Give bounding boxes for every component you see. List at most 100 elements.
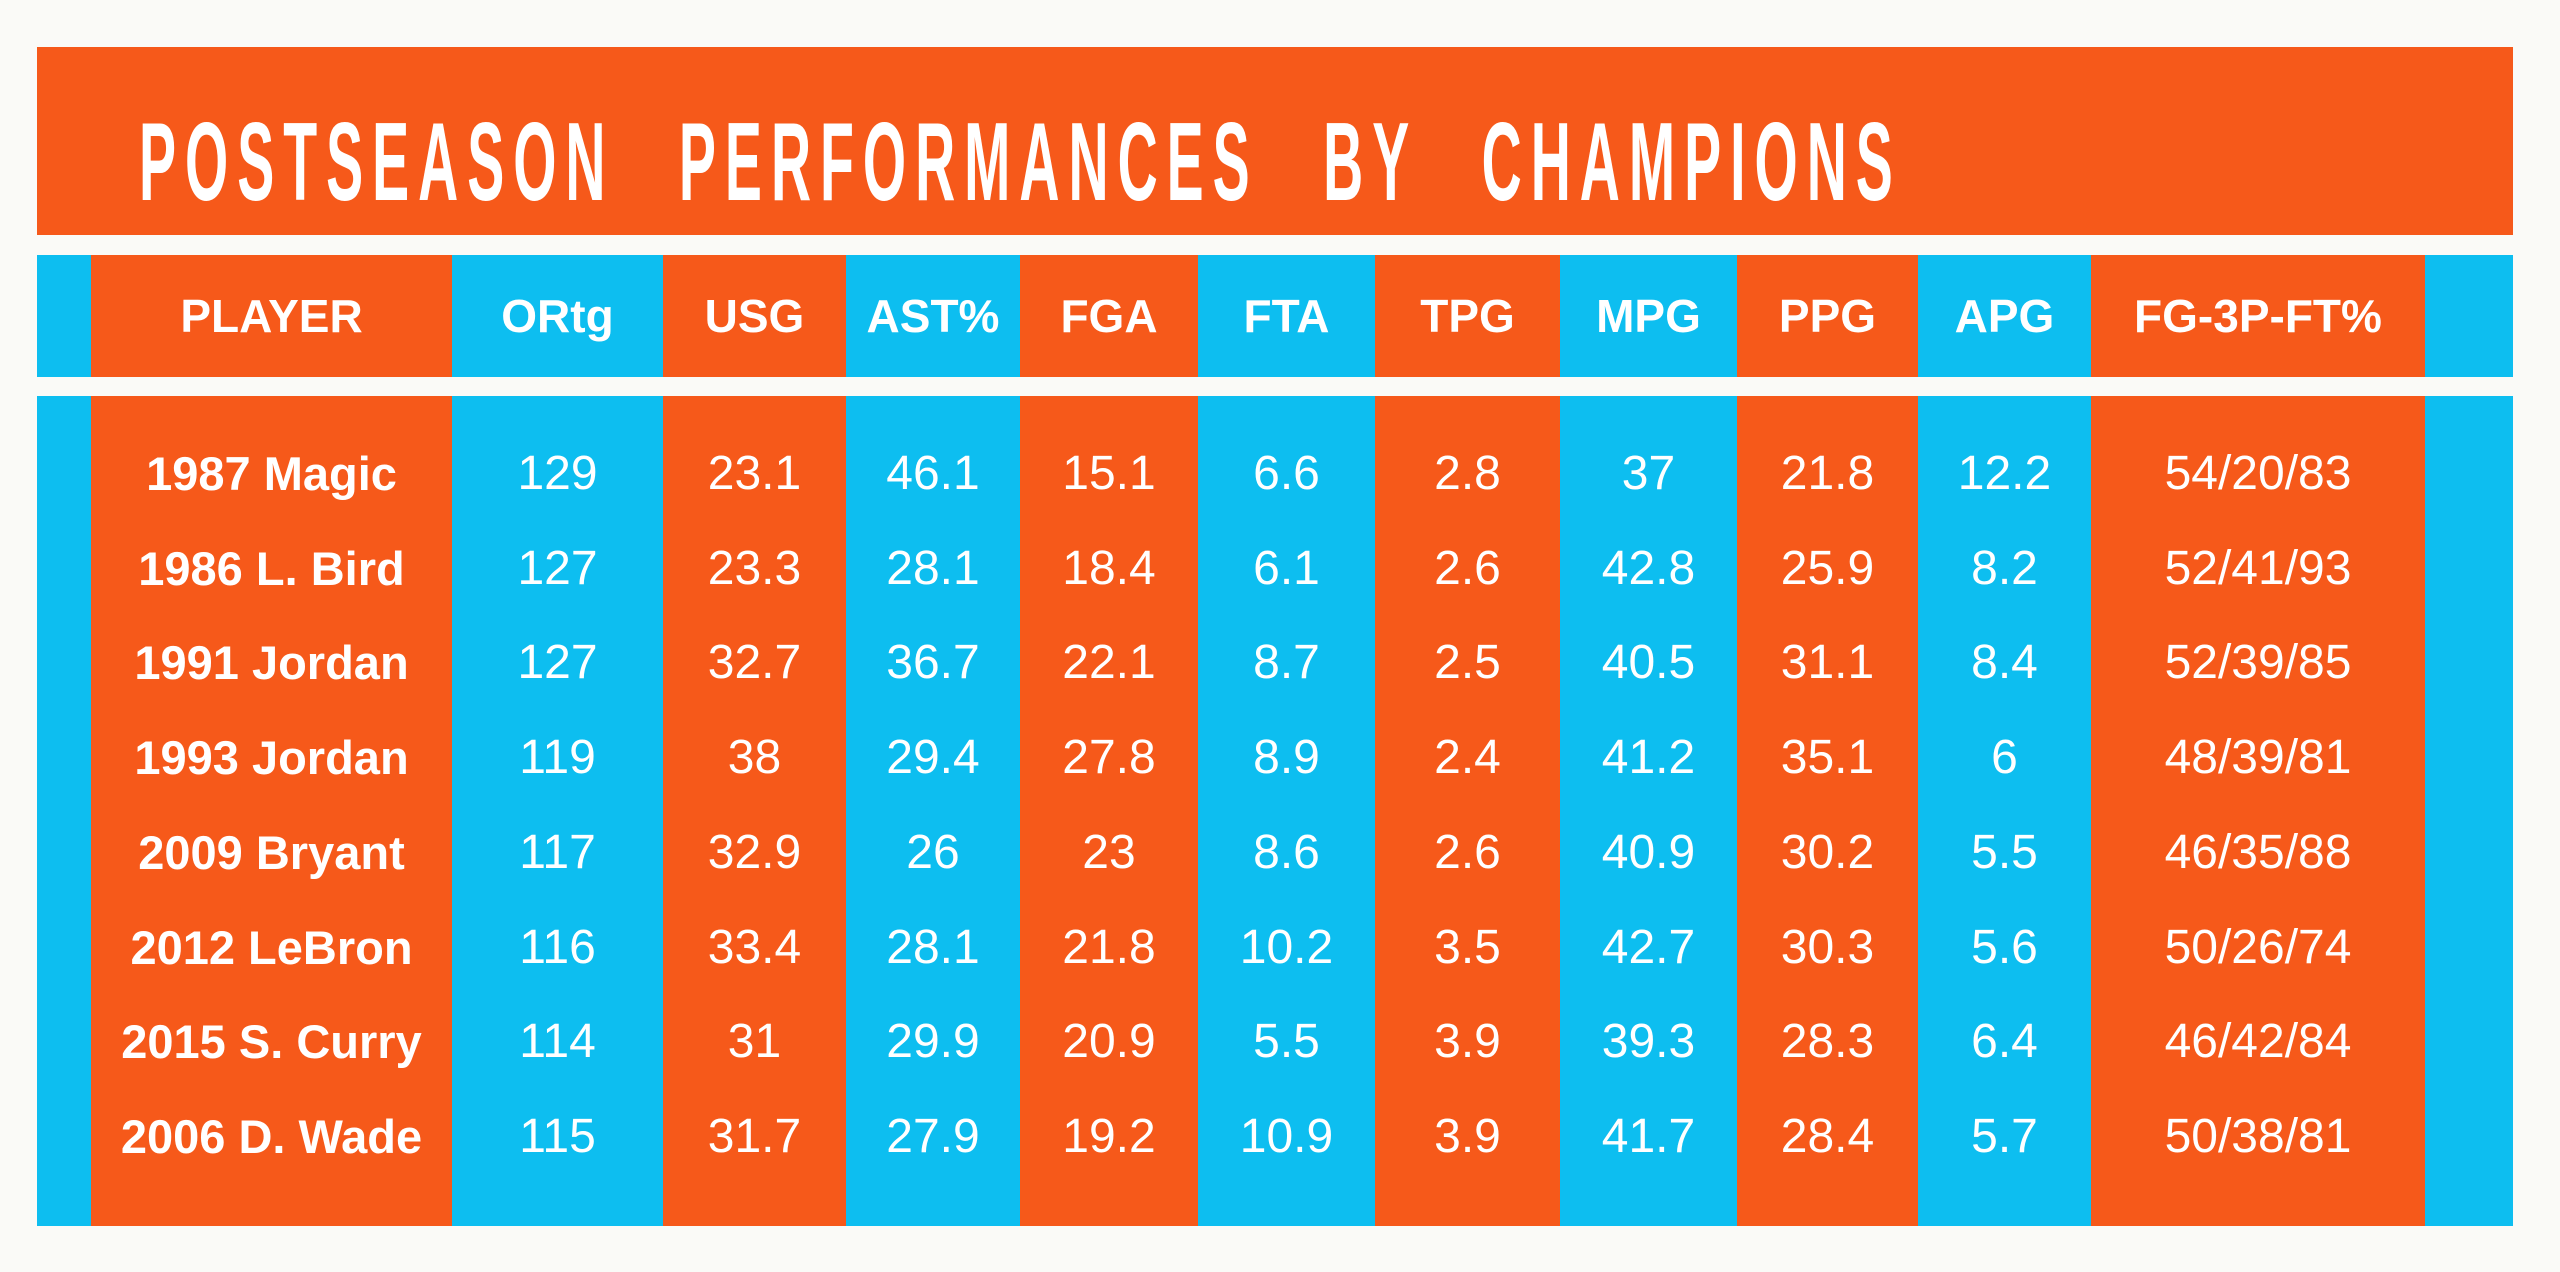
stat-cell-ppg: 28.3 [1780,1015,1875,1069]
stat-cell-apg: 5.5 [1971,825,2038,879]
stat-cell-ast-pct: 46.1 [886,446,980,500]
stat-cell-mpg: 40.5 [1601,636,1696,690]
stat-cell-ast-pct: 36.7 [886,636,980,690]
stat-cell-fg-3p-ft: 52/39/85 [2164,636,2352,690]
player-name: 1991 Jordan [134,636,409,690]
stat-cell-fta: 8.7 [1253,636,1320,690]
stat-cell-ast-pct: 27.9 [886,1110,980,1164]
stat-cell-apg: 8.4 [1971,636,2038,690]
page-title: POSTSEASON PERFORMANCES BY CHAMPIONS [139,99,1902,224]
stat-cell-fga: 20.9 [1062,1015,1156,1069]
stat-cell-fga: 18.4 [1062,541,1156,595]
stat-cell-apg: 5.6 [1971,920,2038,974]
stat-cell-ast-pct: 28.1 [886,920,980,974]
stat-cell-apg: 8.2 [1971,541,2038,595]
table-body: 1987 Magic 1986 L. Bird 1991 Jordan 1993… [37,396,2513,1226]
stat-cell-ppg: 31.1 [1780,636,1875,690]
stat-cell-ppg: 30.2 [1780,825,1875,879]
column-header-fg-3p-ft: FG-3P-FT% [2091,255,2425,377]
column-stripe-ast-pct: 46.1 28.1 36.7 29.4 26 28.1 29.9 27.9 [846,396,1020,1226]
column-stripe-ppg: 21.8 25.9 31.1 35.1 30.2 30.3 28.3 28.4 [1737,396,1918,1226]
player-name: 2012 LeBron [130,920,413,974]
stat-cell-fta: 6.6 [1253,446,1320,500]
player-name: 1987 Magic [146,446,397,500]
stat-cell-usg: 23.1 [707,446,802,500]
stat-cell-fga: 27.8 [1062,731,1156,785]
stat-cell-ast-pct: 29.4 [886,731,980,785]
stat-cell-fga: 15.1 [1062,446,1156,500]
column-header-ast-pct: AST% [846,255,1020,377]
stat-cell-tpg: 2.4 [1434,731,1501,785]
stat-cell-ast-pct: 26 [906,825,960,879]
stat-cell-fta: 10.9 [1239,1110,1334,1164]
stat-cell-ortg: 117 [519,825,596,879]
stat-cell-tpg: 2.6 [1434,825,1501,879]
stat-cell-fta: 5.5 [1253,1015,1320,1069]
column-header-fta: FTA [1198,255,1375,377]
title-banner: POSTSEASON PERFORMANCES BY CHAMPIONS [37,47,2513,235]
stat-cell-fg-3p-ft: 46/35/88 [2164,825,2352,879]
stat-cell-ortg: 119 [519,731,596,785]
stat-cell-ortg: 114 [519,1015,596,1069]
column-header-fga: FGA [1020,255,1198,377]
stat-cell-fg-3p-ft: 48/39/81 [2164,731,2352,785]
stat-cell-tpg: 2.8 [1434,446,1501,500]
stat-cell-fga: 19.2 [1062,1110,1156,1164]
stat-cell-mpg: 41.7 [1601,1110,1696,1164]
column-header-apg: APG [1918,255,2091,377]
column-stripe-player: 1987 Magic 1986 L. Bird 1991 Jordan 1993… [91,396,452,1226]
stat-cell-ortg: 116 [519,920,596,974]
stat-cell-tpg: 2.5 [1434,636,1501,690]
stat-cell-usg: 38 [727,731,782,785]
column-stripe-fga: 15.1 18.4 22.1 27.8 23 21.8 20.9 19.2 [1020,396,1198,1226]
stat-cell-usg: 33.4 [707,920,802,974]
stat-cell-usg: 32.9 [707,825,802,879]
stat-cell-mpg: 41.2 [1601,731,1696,785]
stat-cell-usg: 32.7 [707,636,802,690]
column-stripe-fg-3p-ft: 54/20/83 52/41/93 52/39/85 48/39/81 46/3… [2091,396,2425,1226]
stat-cell-mpg: 40.9 [1601,825,1696,879]
player-name: 1993 Jordan [134,731,409,785]
stat-cell-ppg: 21.8 [1780,446,1875,500]
stat-cell-fta: 10.2 [1239,920,1334,974]
stat-cell-fga: 22.1 [1062,636,1156,690]
stat-cell-ortg: 127 [517,541,598,595]
column-header-ortg: ORtg [452,255,663,377]
stat-cell-mpg: 39.3 [1601,1015,1696,1069]
stat-cell-fta: 6.1 [1253,541,1320,595]
body-edge-strip-right [2425,396,2513,1226]
stat-cell-fta: 8.6 [1253,825,1320,879]
stat-cell-tpg: 2.6 [1434,541,1501,595]
stat-cell-usg: 31 [727,1015,782,1069]
stat-cell-tpg: 3.9 [1434,1015,1501,1069]
header-edge-strip-left [37,255,91,377]
column-stripe-tpg: 2.8 2.6 2.5 2.4 2.6 3.5 3.9 3.9 [1375,396,1560,1226]
stat-cell-ast-pct: 29.9 [886,1015,980,1069]
stat-cell-apg: 6.4 [1971,1015,2038,1069]
stat-cell-fga: 23 [1082,825,1136,879]
player-name: 2015 S. Curry [121,1015,422,1069]
header-edge-strip-right [2425,255,2513,377]
stat-cell-fg-3p-ft: 50/38/81 [2164,1110,2352,1164]
table-header-row: PLAYER ORtg USG AST% FGA FTA TPG MPG PPG… [37,255,2513,377]
stat-cell-apg: 12.2 [1957,446,2052,500]
player-name: 2009 Bryant [138,825,405,879]
stat-cell-ortg: 127 [517,636,598,690]
stat-cell-ortg: 129 [517,446,598,500]
stat-cell-fga: 21.8 [1062,920,1156,974]
player-name: 2006 D. Wade [120,1110,423,1164]
stat-cell-usg: 23.3 [707,541,802,595]
column-header-tpg: TPG [1375,255,1560,377]
column-stripe-mpg: 37 42.8 40.5 41.2 40.9 42.7 39.3 41.7 [1560,396,1737,1226]
stat-cell-usg: 31.7 [707,1110,802,1164]
stat-cell-apg: 6 [1991,731,2018,785]
column-stripe-usg: 23.1 23.3 32.7 38 32.9 33.4 31 31.7 [663,396,846,1226]
column-header-mpg: MPG [1560,255,1737,377]
stat-cell-fta: 8.9 [1253,731,1320,785]
column-header-player: PLAYER [91,255,452,377]
body-edge-strip-left [37,396,91,1226]
stat-cell-mpg: 42.8 [1601,541,1696,595]
stat-cell-tpg: 3.9 [1434,1110,1501,1164]
stat-cell-mpg: 42.7 [1601,920,1696,974]
